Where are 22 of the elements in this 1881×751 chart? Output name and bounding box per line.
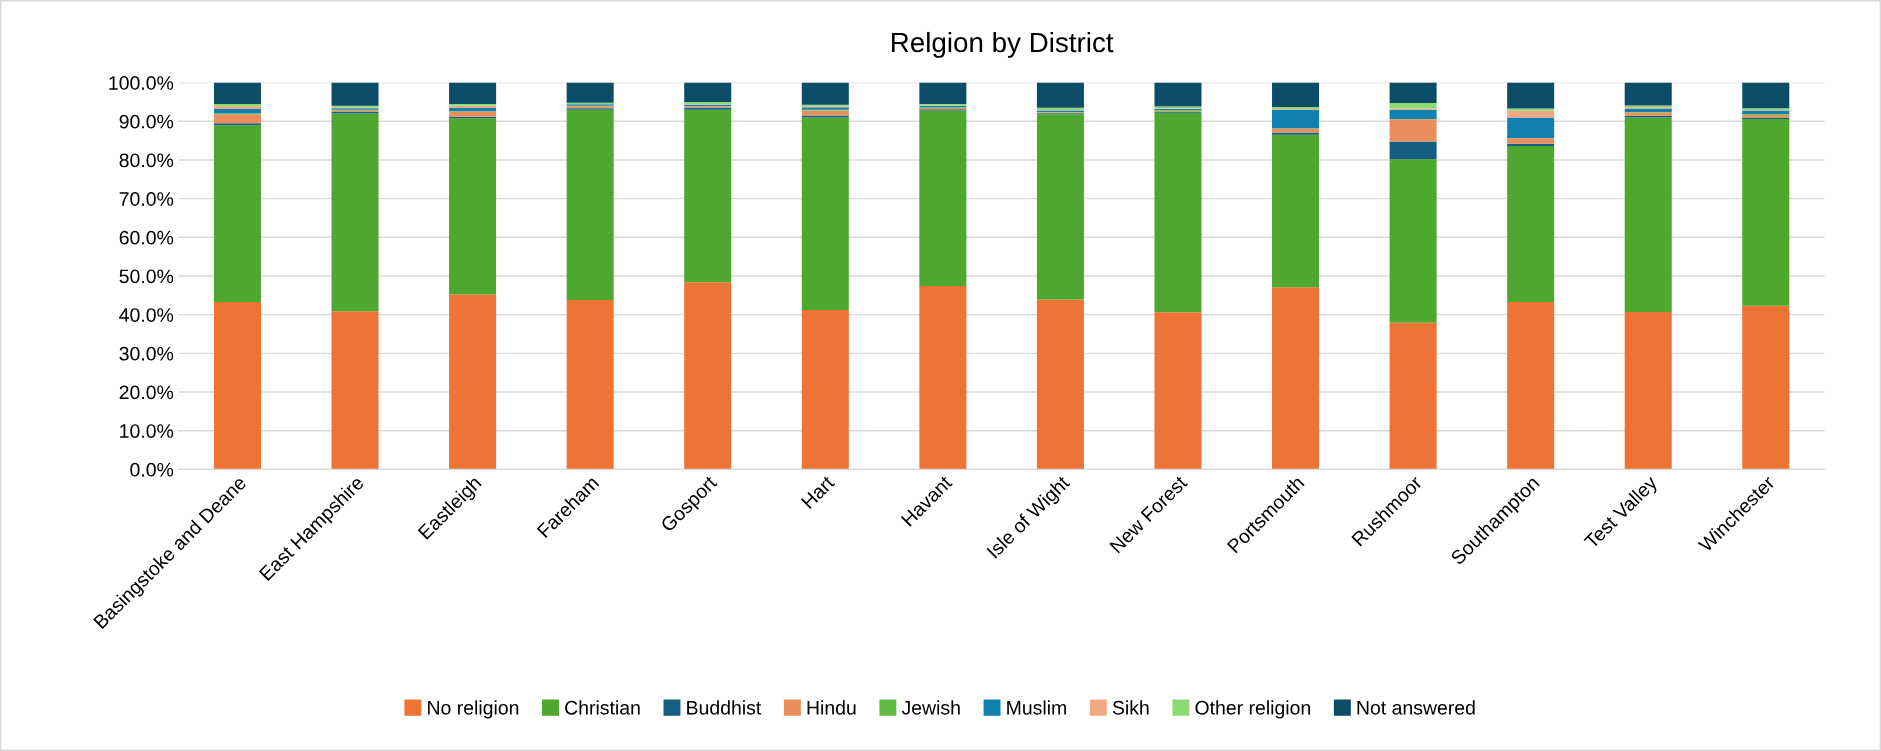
legend-label: No religion (428, 700, 519, 719)
legend-label: Not answered (1357, 700, 1475, 715)
x-tick-label: Hart (800, 474, 836, 510)
legend-label: Muslim (1007, 700, 1066, 715)
legend-label: Hindu (807, 700, 856, 715)
legend-label: Sikh (1112, 700, 1149, 715)
y-tick-label: 10.0% (120, 424, 174, 438)
y-tick-label: 80.0% (119, 153, 174, 168)
chart-title: Relgion by District (892, 31, 1114, 58)
y-tick-label: 0.0% (130, 462, 174, 477)
y-tick-label: 100.0% (109, 76, 174, 90)
y-tick-label: 20.0% (119, 385, 174, 400)
y-tick-label: 50.0% (119, 269, 174, 284)
legend-label: Christian (565, 700, 640, 715)
y-tick-label: 30.0% (119, 346, 174, 361)
y-tick-label: 70.0% (119, 192, 174, 206)
y-tick-label: 40.0% (119, 308, 174, 322)
legend-label: Jewish (901, 700, 960, 715)
y-tick-label: 90.0% (119, 114, 174, 129)
legend-label: Other religion (1195, 700, 1310, 719)
legend-label: Buddhist (687, 700, 762, 715)
y-tick-label: 60.0% (119, 230, 174, 245)
